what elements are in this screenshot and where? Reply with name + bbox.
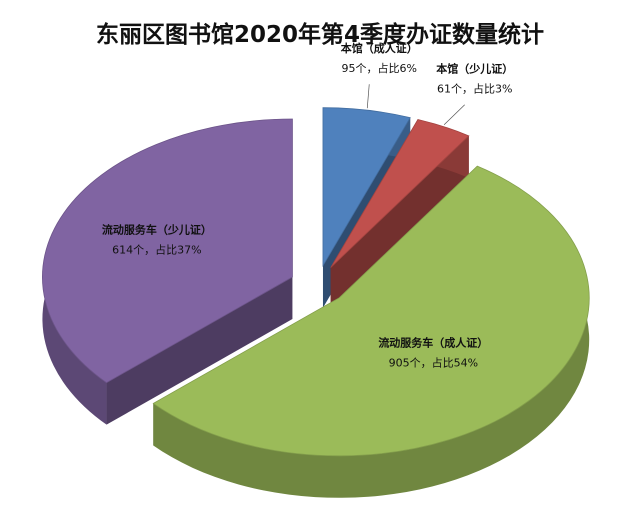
data-label: 61个，占比3% [437, 82, 512, 96]
slice-side [330, 135, 469, 310]
leader-line [443, 104, 465, 125]
data-label: 614个，占比37% [112, 243, 201, 257]
slice-top [42, 118, 293, 384]
slice-label: 流动服务车（成人证） [378, 336, 488, 350]
data-label: 905个，占比54% [389, 356, 478, 370]
slice-side [106, 277, 293, 425]
slice-wall [153, 166, 590, 498]
slice-top [322, 107, 411, 268]
slice-top [152, 165, 590, 457]
slice-label: 本馆（少儿证） [436, 62, 513, 76]
slice [42, 118, 293, 425]
chart-title: 东丽区图书馆2020年第4季度办证数量统计 [96, 21, 544, 48]
slice [152, 165, 590, 498]
slice-label: 本馆（成人证） [341, 41, 418, 55]
data-label: 95个，占比6% [342, 61, 417, 75]
slice-top [330, 119, 470, 268]
slice [330, 119, 470, 310]
slice-label: 流动服务车（少儿证） [102, 223, 212, 237]
leader-line [366, 84, 370, 109]
